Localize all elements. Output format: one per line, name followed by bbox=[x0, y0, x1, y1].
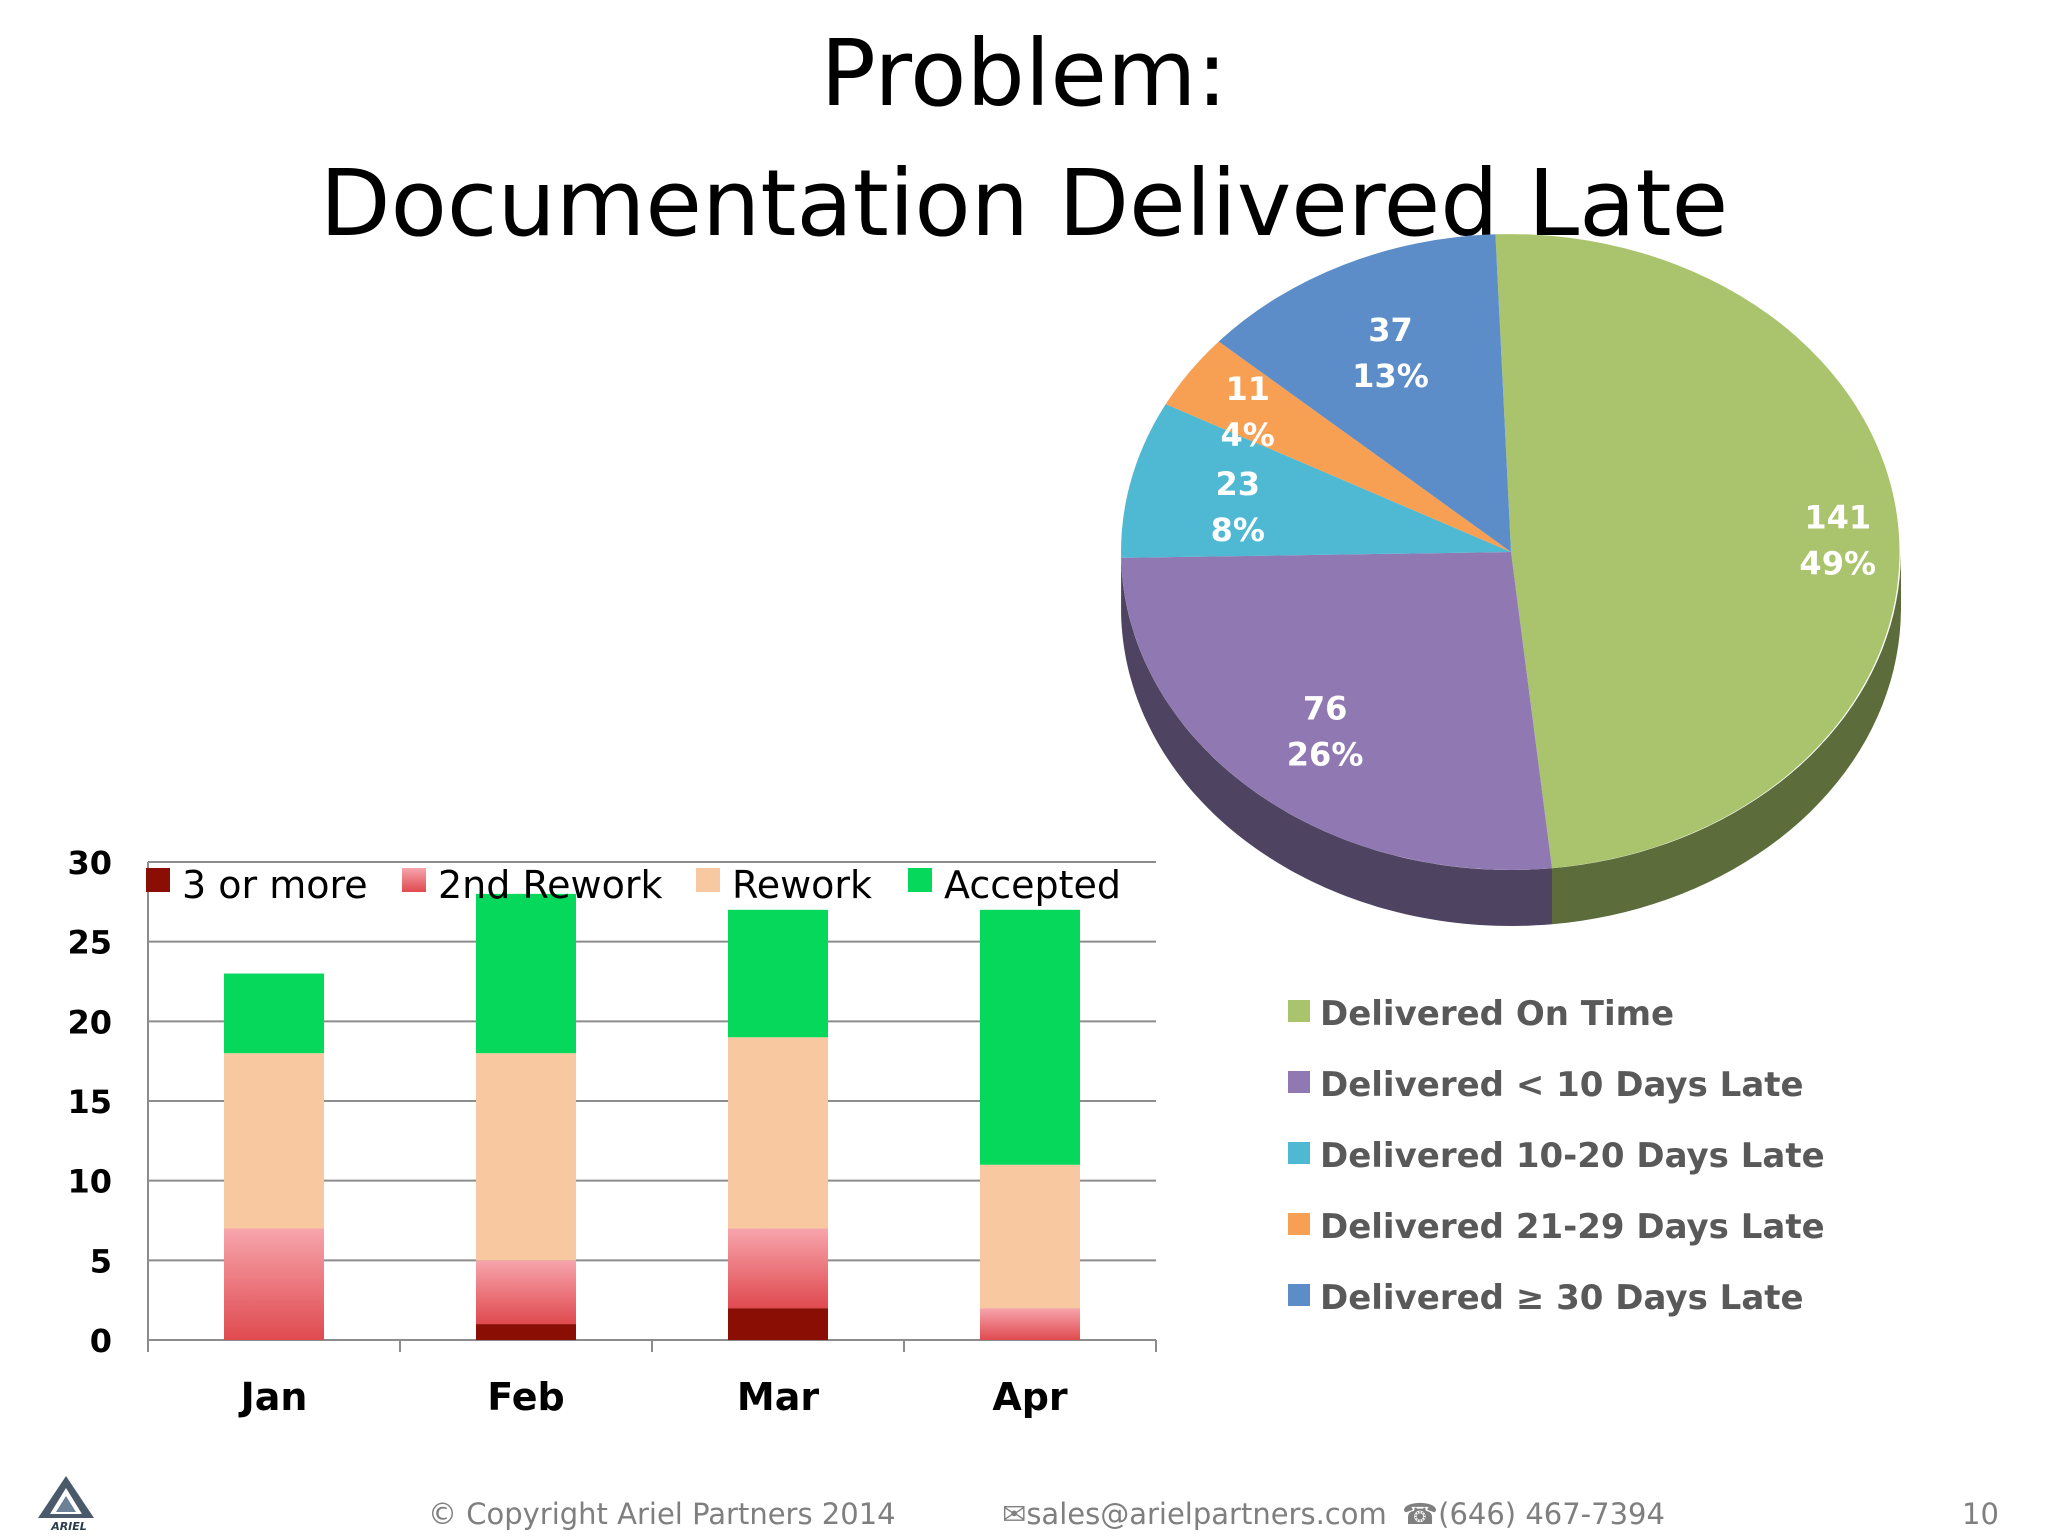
pie-side-delivered-on-time bbox=[1552, 553, 1901, 925]
y-tick-label-15: 15 bbox=[67, 1083, 112, 1121]
legend-swatch-2nd-rework bbox=[402, 868, 426, 892]
x-tick-label-jan: Jan bbox=[238, 1375, 308, 1419]
legend-swatch-rework bbox=[696, 868, 720, 892]
pie-legend-swatch-delivered-on-time bbox=[1288, 1000, 1310, 1022]
pie-slice-delivered-10-days-late bbox=[1121, 552, 1552, 870]
pie-percent-label-delivered-30-days-late: 13% bbox=[1352, 357, 1429, 395]
pie-value-label-delivered-10-20-days-late: 23 bbox=[1216, 465, 1261, 503]
pie-slice-delivered-10-20-days-late bbox=[1121, 404, 1511, 558]
pie-legend-label-delivered-10-days-late: Delivered < 10 Days Late bbox=[1320, 1065, 1804, 1105]
legend-swatch-accepted bbox=[908, 868, 932, 892]
pie-value-label-delivered-21-29-days-late: 11 bbox=[1225, 370, 1270, 408]
pie-slice-delivered-on-time bbox=[1495, 234, 1900, 869]
bar-accepted-jan bbox=[224, 973, 324, 1054]
legend-label-3-or-more: 3 or more bbox=[182, 863, 368, 907]
bar-rework-apr bbox=[980, 1164, 1080, 1309]
x-tick-label-feb: Feb bbox=[487, 1375, 564, 1419]
bar-rework-feb bbox=[476, 1053, 576, 1261]
envelope-icon: ✉ bbox=[1002, 1497, 1027, 1531]
bar-accepted-apr bbox=[980, 909, 1080, 1165]
bar-2nd-rework-mar bbox=[728, 1228, 828, 1309]
pie-legend-swatch-delivered-30-days-late bbox=[1288, 1284, 1310, 1306]
bar-3-or-more-mar bbox=[728, 1308, 828, 1340]
footer-email: sales@arielpartners.com bbox=[1026, 1497, 1387, 1531]
bar-2nd-rework-apr bbox=[980, 1308, 1080, 1340]
pie-slice-delivered-21-29-days-late bbox=[1165, 341, 1511, 552]
y-tick-label-0: 0 bbox=[90, 1322, 112, 1360]
legend-label-2nd-rework: 2nd Rework bbox=[438, 863, 663, 907]
footer-copyright: © Copyright Ariel Partners 2014 bbox=[428, 1497, 896, 1531]
pie-side-delivered-10-days-late bbox=[1121, 557, 1552, 926]
y-tick-label-10: 10 bbox=[67, 1163, 112, 1201]
footer-email-group: ✉sales@arielpartners.com bbox=[1002, 1497, 1387, 1531]
pie-legend-swatch-delivered-10-days-late bbox=[1288, 1071, 1310, 1093]
y-tick-label-25: 25 bbox=[67, 924, 112, 962]
pie-percent-label-delivered-10-days-late: 26% bbox=[1287, 736, 1364, 774]
pie-slice-delivered-30-days-late bbox=[1218, 234, 1511, 553]
bar-accepted-mar bbox=[728, 909, 828, 1038]
legend-label-rework: Rework bbox=[732, 863, 872, 907]
bar-rework-mar bbox=[728, 1037, 828, 1229]
footer-phone: (646) 467-7394 bbox=[1438, 1497, 1665, 1531]
pie-legend-label-delivered-30-days-late: Delivered ≥ 30 Days Late bbox=[1320, 1278, 1804, 1318]
bar-3-or-more-feb bbox=[476, 1324, 576, 1340]
pie-legend-label-delivered-21-29-days-late: Delivered 21-29 Days Late bbox=[1320, 1207, 1825, 1247]
pie-value-label-delivered-30-days-late: 37 bbox=[1368, 311, 1413, 349]
y-tick-label-30: 30 bbox=[67, 844, 112, 882]
pie-legend-label-delivered-on-time: Delivered On Time bbox=[1320, 994, 1674, 1034]
pie-value-label-delivered-10-days-late: 76 bbox=[1303, 690, 1348, 728]
phone-icon: ☎ bbox=[1402, 1497, 1439, 1531]
bar-accepted-feb bbox=[476, 893, 576, 1054]
pie-legend-label-delivered-10-20-days-late: Delivered 10-20 Days Late bbox=[1320, 1136, 1825, 1176]
pie-percent-label-delivered-on-time: 49% bbox=[1799, 545, 1876, 583]
pie-percent-label-delivered-10-20-days-late: 8% bbox=[1211, 511, 1265, 549]
page-number: 10 bbox=[1962, 1497, 1999, 1531]
slide-title-line1: Problem: bbox=[820, 20, 1228, 127]
ariel-logo: ARIEL bbox=[36, 1474, 106, 1533]
pie-legend-swatch-delivered-21-29-days-late bbox=[1288, 1213, 1310, 1235]
x-tick-label-mar: Mar bbox=[737, 1375, 819, 1419]
x-tick-label-apr: Apr bbox=[992, 1375, 1068, 1419]
y-tick-label-20: 20 bbox=[67, 1003, 112, 1041]
y-tick-label-5: 5 bbox=[90, 1242, 112, 1280]
bar-2nd-rework-feb bbox=[476, 1260, 576, 1325]
bar-rework-jan bbox=[224, 1053, 324, 1229]
pie-value-label-delivered-on-time: 141 bbox=[1804, 499, 1871, 537]
footer-phone-group: ☎(646) 467-7394 bbox=[1402, 1497, 1665, 1531]
bar-2nd-rework-jan bbox=[224, 1228, 324, 1340]
svg-text:ARIEL: ARIEL bbox=[50, 1520, 87, 1532]
legend-label-accepted: Accepted bbox=[944, 863, 1121, 907]
pie-legend-swatch-delivered-10-20-days-late bbox=[1288, 1142, 1310, 1164]
legend-swatch-3-or-more bbox=[146, 868, 170, 892]
pie-percent-label-delivered-21-29-days-late: 4% bbox=[1221, 416, 1275, 454]
